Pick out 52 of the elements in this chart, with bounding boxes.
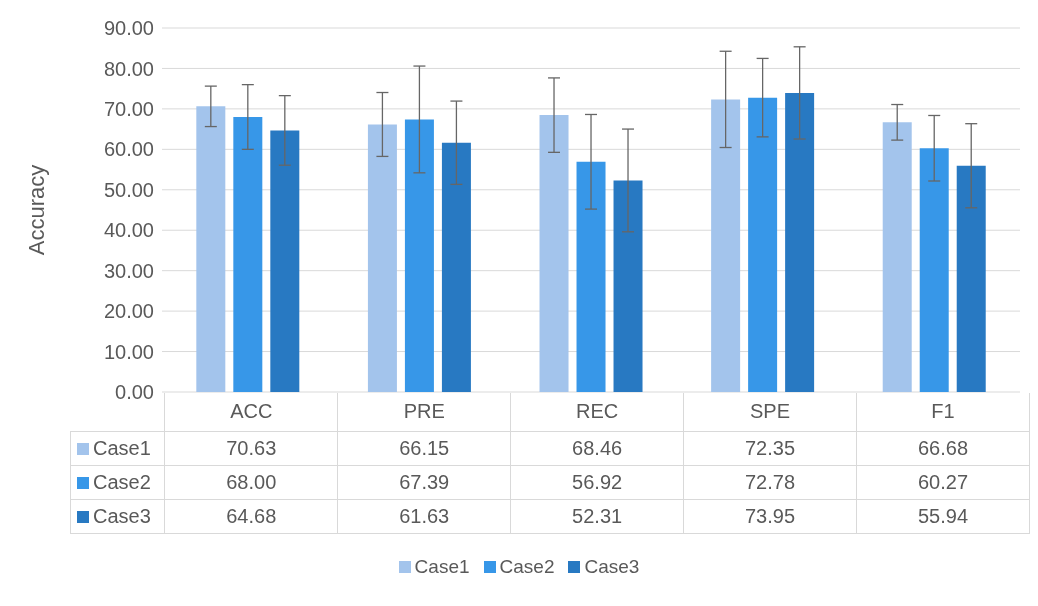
legend-label: Case3	[584, 555, 640, 578]
y-tick-label: 70.00	[103, 97, 154, 120]
data-label: 73.95	[683, 499, 857, 533]
bar	[785, 92, 815, 392]
bar	[441, 142, 471, 392]
y-tick-label: 60.00	[103, 138, 154, 161]
legend-label: Case2	[70, 465, 165, 499]
x-tick-label: SPE	[683, 393, 857, 431]
bar	[613, 180, 643, 392]
bar	[882, 122, 912, 392]
y-tick-label: 30.00	[103, 259, 154, 282]
data-label: 72.35	[683, 431, 857, 465]
bar	[196, 106, 226, 392]
data-label: 55.94	[856, 499, 1030, 533]
bar	[404, 119, 434, 392]
bar	[748, 97, 778, 392]
y-tick-label: 80.00	[103, 57, 154, 80]
data-label: 66.68	[856, 431, 1030, 465]
data-label: 61.63	[337, 499, 511, 533]
text: Case1	[414, 555, 470, 577]
data-label: 68.46	[510, 431, 684, 465]
data-label: 70.63	[164, 431, 338, 465]
text: Case2	[499, 555, 555, 577]
data-label: 67.39	[337, 465, 511, 499]
x-tick-label: PRE	[337, 393, 511, 431]
data-label: 64.68	[164, 499, 338, 533]
data-label: 72.78	[683, 465, 857, 499]
bar	[711, 99, 741, 392]
bar	[233, 116, 263, 392]
legend-label: Case1	[70, 431, 165, 465]
y-axis-title: Accuracy	[23, 164, 49, 256]
data-label: 52.31	[510, 499, 684, 533]
y-tick-label: 0.00	[115, 381, 154, 404]
y-tick-label: 10.00	[103, 340, 154, 363]
data-label: 60.27	[856, 465, 1030, 499]
bar	[919, 148, 949, 392]
x-tick-label: ACC	[164, 393, 338, 431]
bar	[956, 165, 986, 392]
bar	[576, 161, 606, 392]
y-tick-label: 50.00	[103, 178, 154, 201]
y-tick-label: 20.00	[103, 300, 154, 323]
y-tick-label: 40.00	[103, 219, 154, 242]
data-label: 56.92	[510, 465, 684, 499]
bar	[367, 124, 397, 392]
data-label: 66.15	[337, 431, 511, 465]
bar	[539, 115, 569, 392]
x-tick-label: F1	[856, 393, 1030, 431]
x-tick-label: REC	[510, 393, 684, 431]
bar	[270, 130, 300, 392]
data-label: 68.00	[164, 465, 338, 499]
text: Case3	[93, 504, 151, 527]
y-tick-label: 90.00	[103, 17, 154, 40]
